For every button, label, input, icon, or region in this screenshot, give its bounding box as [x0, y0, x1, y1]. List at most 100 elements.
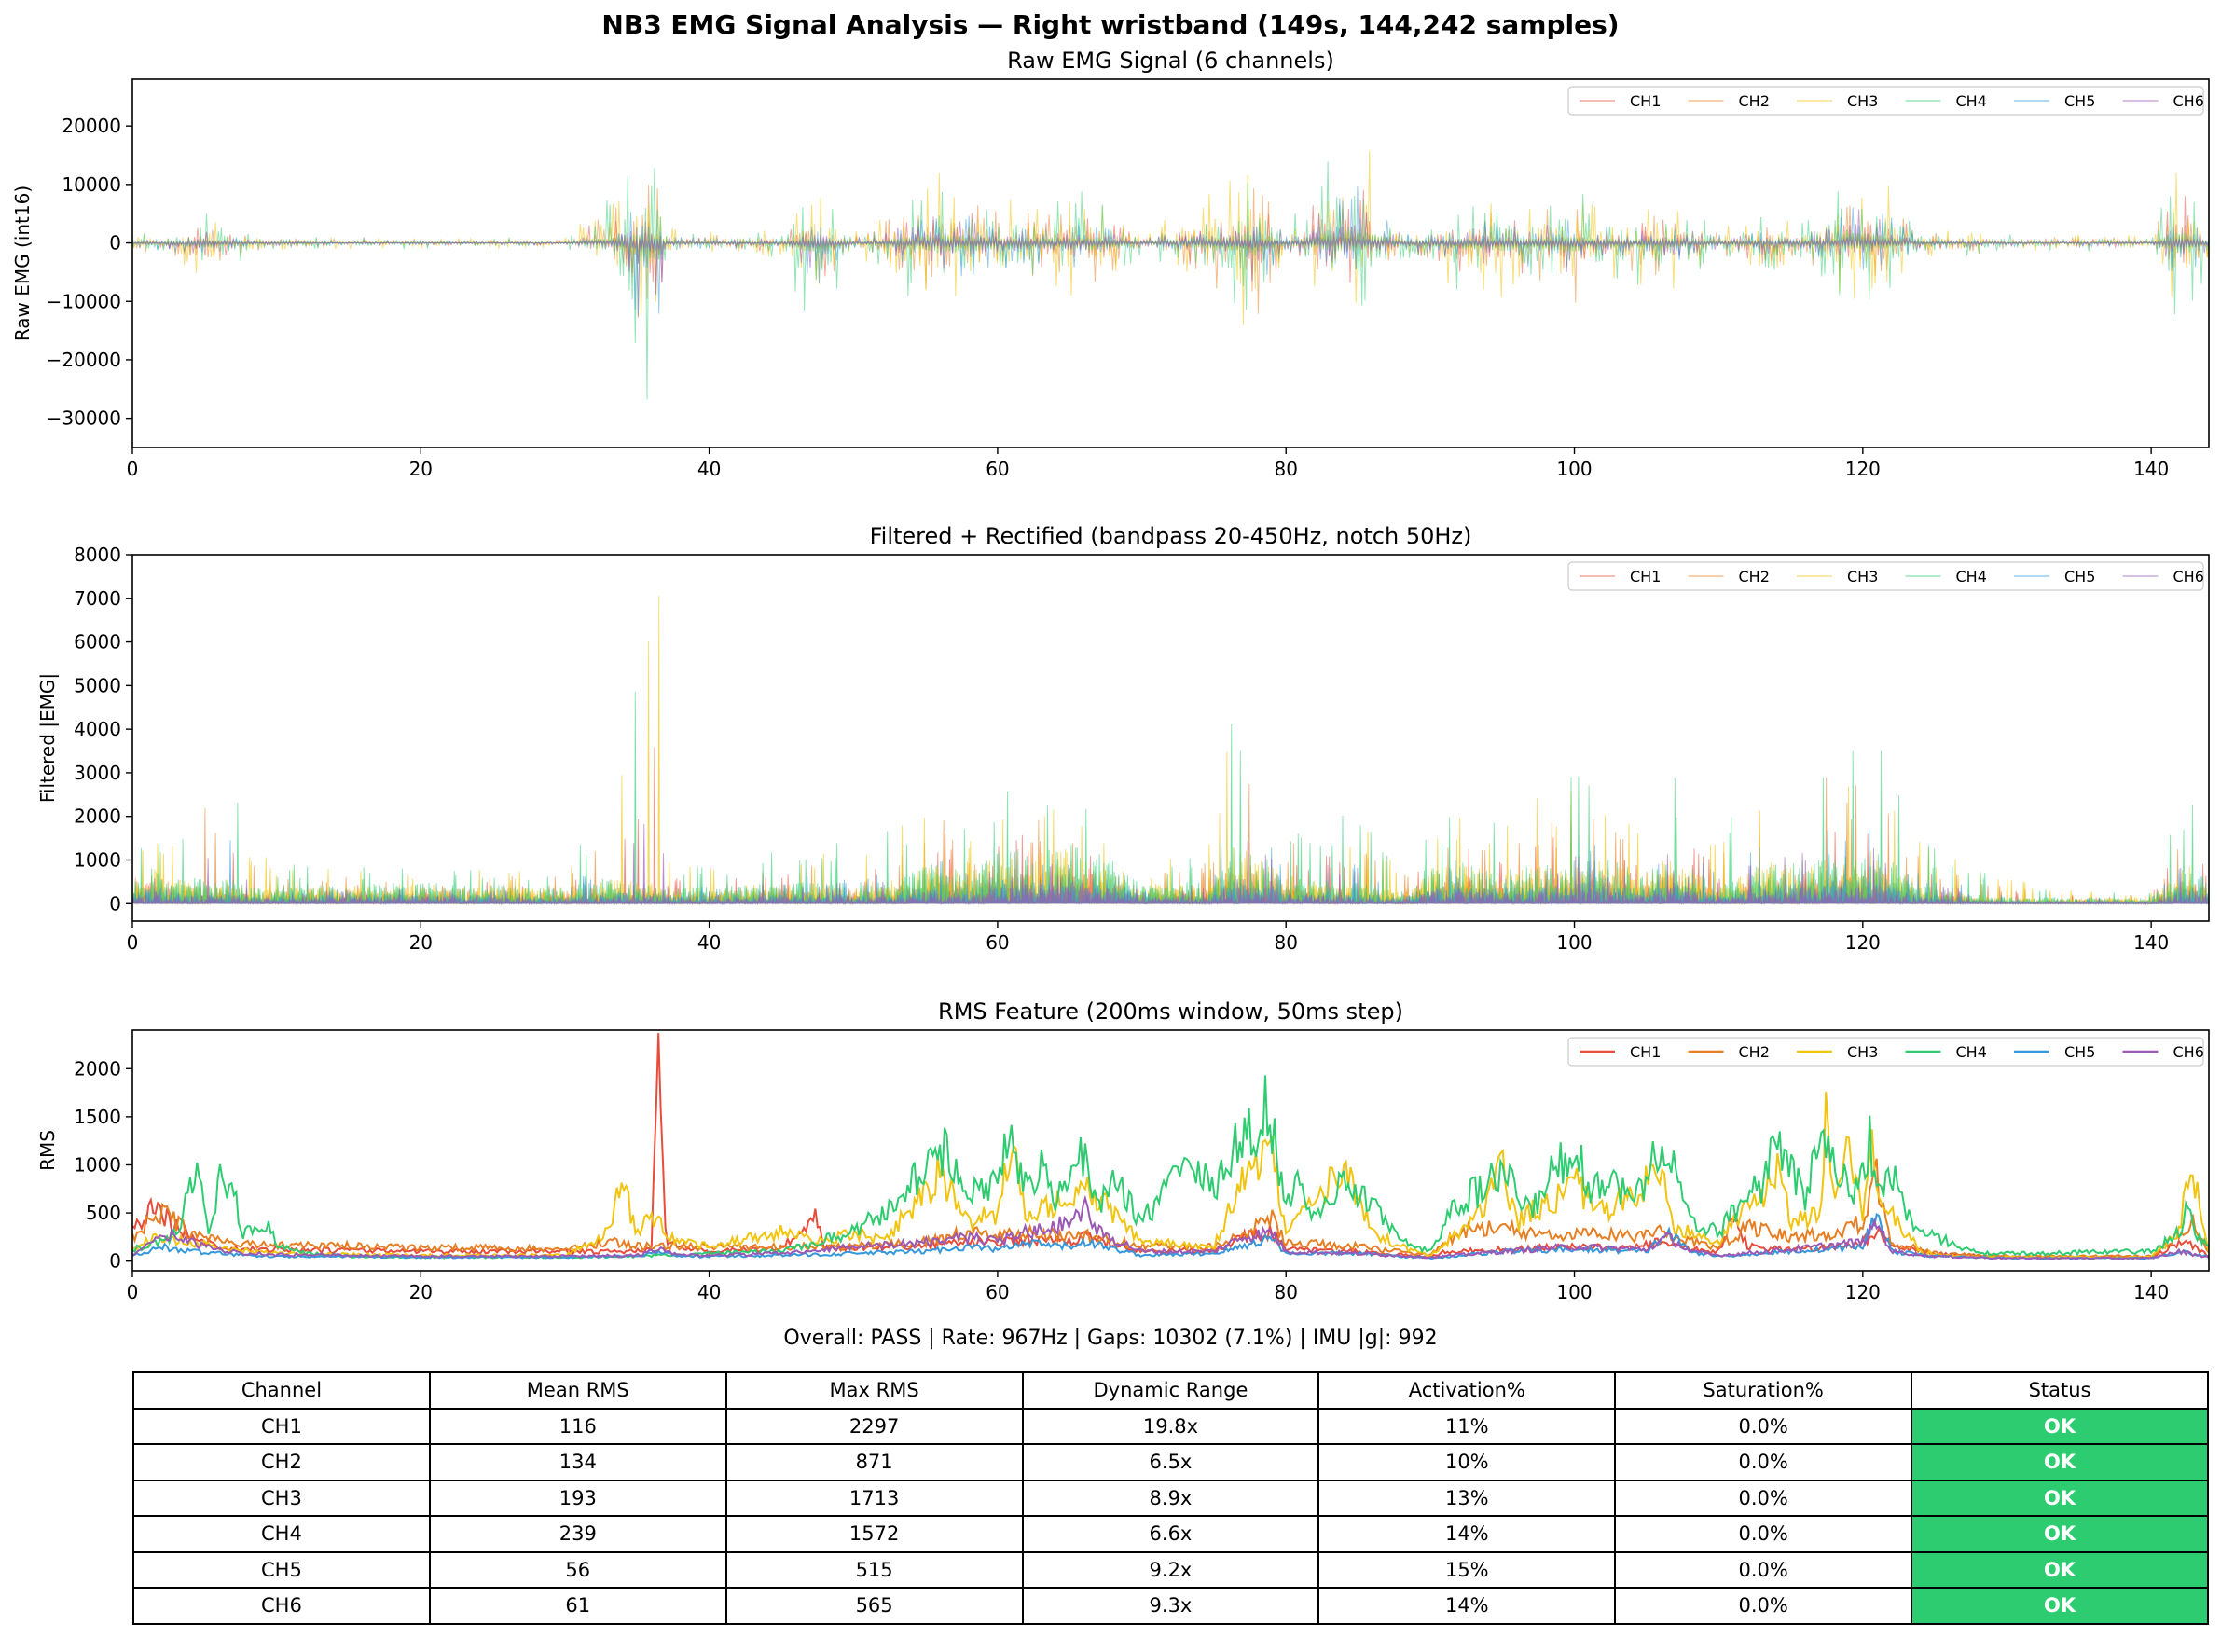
x-tick-label: 40	[697, 458, 721, 480]
y-axis-label: Filtered |EMG|	[36, 673, 59, 803]
legend-box	[1567, 1037, 2204, 1067]
table-cell: CH5	[132, 1550, 431, 1589]
trace-ch1	[132, 189, 2209, 318]
legend-label-ch5: CH5	[2064, 1043, 2095, 1061]
legend-label-ch3: CH3	[1847, 92, 1878, 110]
panel-title: RMS Feature (200ms window, 50ms step)	[938, 998, 1403, 1025]
legend-label-ch3: CH3	[1847, 1043, 1878, 1061]
chart-panel-1: Raw EMG Signal (6 channels) Raw EMG (int1…	[11, 48, 2210, 480]
table-cell: 193	[428, 1479, 727, 1517]
table-row: CH3 193 1713 8.9x 13% 0.0% OK	[132, 1479, 2209, 1517]
y-tick-label: 2000	[74, 1057, 121, 1080]
trace-ch4	[132, 691, 2209, 906]
y-tick-label: 3000	[74, 762, 121, 784]
y-tick-label: 10000	[62, 173, 121, 196]
legend-label-ch6: CH6	[2173, 1043, 2204, 1061]
plot-data	[132, 1033, 2209, 1260]
table-cell: 1572	[724, 1515, 1024, 1553]
figure-suptitle: NB3 EMG Signal Analysis — Right wristban…	[601, 9, 1619, 40]
legend-label-ch4: CH4	[1956, 92, 1987, 110]
table-header-cell: Channel	[132, 1371, 431, 1410]
table-header-row: Channel Mean RMS Max RMS Dynamic Range Activ…	[132, 1371, 2209, 1410]
x-tick-label: 20	[409, 1281, 433, 1303]
status-badge: OK	[1911, 1515, 2209, 1553]
x-tick-label: 80	[1274, 458, 1297, 480]
legend: CH1 CH2 CH3 CH4 CH5 CH6	[1567, 1037, 2204, 1067]
legend-label-ch1: CH1	[1630, 568, 1661, 585]
table-cell: 565	[724, 1587, 1024, 1625]
table-cell: 0.0%	[1614, 1515, 1913, 1553]
table-cell: 19.8x	[1021, 1407, 1320, 1445]
stats-table-wrap: Channel Mean RMS Max RMS Dynamic Range Activ…	[132, 1371, 2209, 1625]
legend-label-ch4: CH4	[1956, 568, 1987, 585]
table-row: CH5 56 515 9.2x 15% 0.0% OK	[132, 1550, 2209, 1589]
table-header-cell: Max RMS	[724, 1371, 1024, 1410]
y-tick-label: 20000	[62, 115, 121, 137]
x-tick-label: 60	[986, 931, 1009, 954]
y-axis-label: RMS	[36, 1130, 59, 1171]
legend-label-ch1: CH1	[1630, 92, 1661, 110]
legend-label-ch4: CH4	[1956, 1043, 1987, 1061]
legend-label-ch6: CH6	[2173, 92, 2204, 110]
x-tick-label: 20	[409, 931, 433, 954]
table-cell: 8.9x	[1021, 1479, 1320, 1517]
trace-ch6	[132, 209, 2209, 295]
table-cell: CH4	[132, 1515, 431, 1553]
y-tick-label: 1500	[74, 1106, 121, 1128]
trace-ch5	[132, 186, 2209, 316]
plot-data	[132, 596, 2209, 906]
y-tick-label: 500	[86, 1202, 121, 1224]
x-tick-label: 140	[2133, 458, 2169, 480]
status-badge: OK	[1911, 1479, 2209, 1517]
table-cell: 15%	[1317, 1550, 1617, 1589]
table-cell: 56	[428, 1550, 727, 1589]
panels: Raw EMG Signal (6 channels) Raw EMG (int1…	[11, 48, 2210, 1303]
table-cell: 0.0%	[1614, 1479, 1913, 1517]
legend-label-ch6: CH6	[2173, 568, 2204, 585]
table-cell: 0.0%	[1614, 1443, 1913, 1481]
legend-box	[1567, 561, 2204, 591]
x-tick-label: 140	[2133, 1281, 2169, 1303]
legend-label-ch2: CH2	[1739, 92, 1770, 110]
table-cell: 134	[428, 1443, 727, 1481]
plot-frame	[131, 1029, 2210, 1272]
y-tick-label: 8000	[74, 544, 121, 566]
trace-ch3	[132, 150, 2209, 325]
status-badge: OK	[1911, 1443, 2209, 1481]
plot-frame	[131, 78, 2210, 448]
table-header-cell: Dynamic Range	[1021, 1371, 1320, 1410]
table-header-cell: Saturation%	[1614, 1371, 1913, 1410]
table-cell: 61	[428, 1587, 727, 1625]
y-tick-label: −30000	[47, 407, 121, 430]
panel-title: Raw EMG Signal (6 channels)	[1007, 48, 1334, 74]
y-tick-label: 1000	[74, 849, 121, 872]
x-tick-label: 120	[1845, 458, 1881, 480]
plot-frame	[131, 554, 2210, 922]
table-header-cell: Status	[1911, 1371, 2209, 1410]
y-tick-label: 0	[109, 232, 121, 255]
x-tick-label: 140	[2133, 931, 2169, 954]
table-cell: 0.0%	[1614, 1550, 1913, 1589]
table-row: CH6 61 565 9.3x 14% 0.0% OK	[132, 1587, 2209, 1625]
series-ch6	[132, 1194, 2209, 1260]
status-badge: OK	[1911, 1550, 2209, 1589]
chart-panel-3: RMS Feature (200ms window, 50ms step) RMS…	[36, 998, 2210, 1303]
x-tick-label: 0	[127, 1281, 139, 1303]
y-tick-label: −20000	[47, 349, 121, 371]
table-cell: 13%	[1317, 1479, 1617, 1517]
table-cell: 116	[428, 1407, 727, 1445]
table-cell: 515	[724, 1550, 1024, 1589]
table-cell: 0.0%	[1614, 1407, 1913, 1445]
y-tick-label: 7000	[74, 587, 121, 610]
legend: CH1 CH2 CH3 CH4 CH5 CH6	[1567, 561, 2204, 591]
table-cell: 11%	[1317, 1407, 1617, 1445]
table-row: CH1 116 2297 19.8x 11% 0.0% OK	[132, 1407, 2209, 1445]
table-cell: CH6	[132, 1587, 431, 1625]
x-tick-label: 60	[986, 458, 1009, 480]
trace-ch4	[132, 161, 2209, 400]
trace-ch6	[132, 823, 2209, 906]
x-tick-label: 40	[697, 931, 721, 954]
table-body: CH1 116 2297 19.8x 11% 0.0% OK CH2 134 871 6.5x 10%…	[132, 1407, 2209, 1625]
y-tick-label: 0	[109, 892, 121, 915]
table-cell: 14%	[1317, 1587, 1617, 1625]
